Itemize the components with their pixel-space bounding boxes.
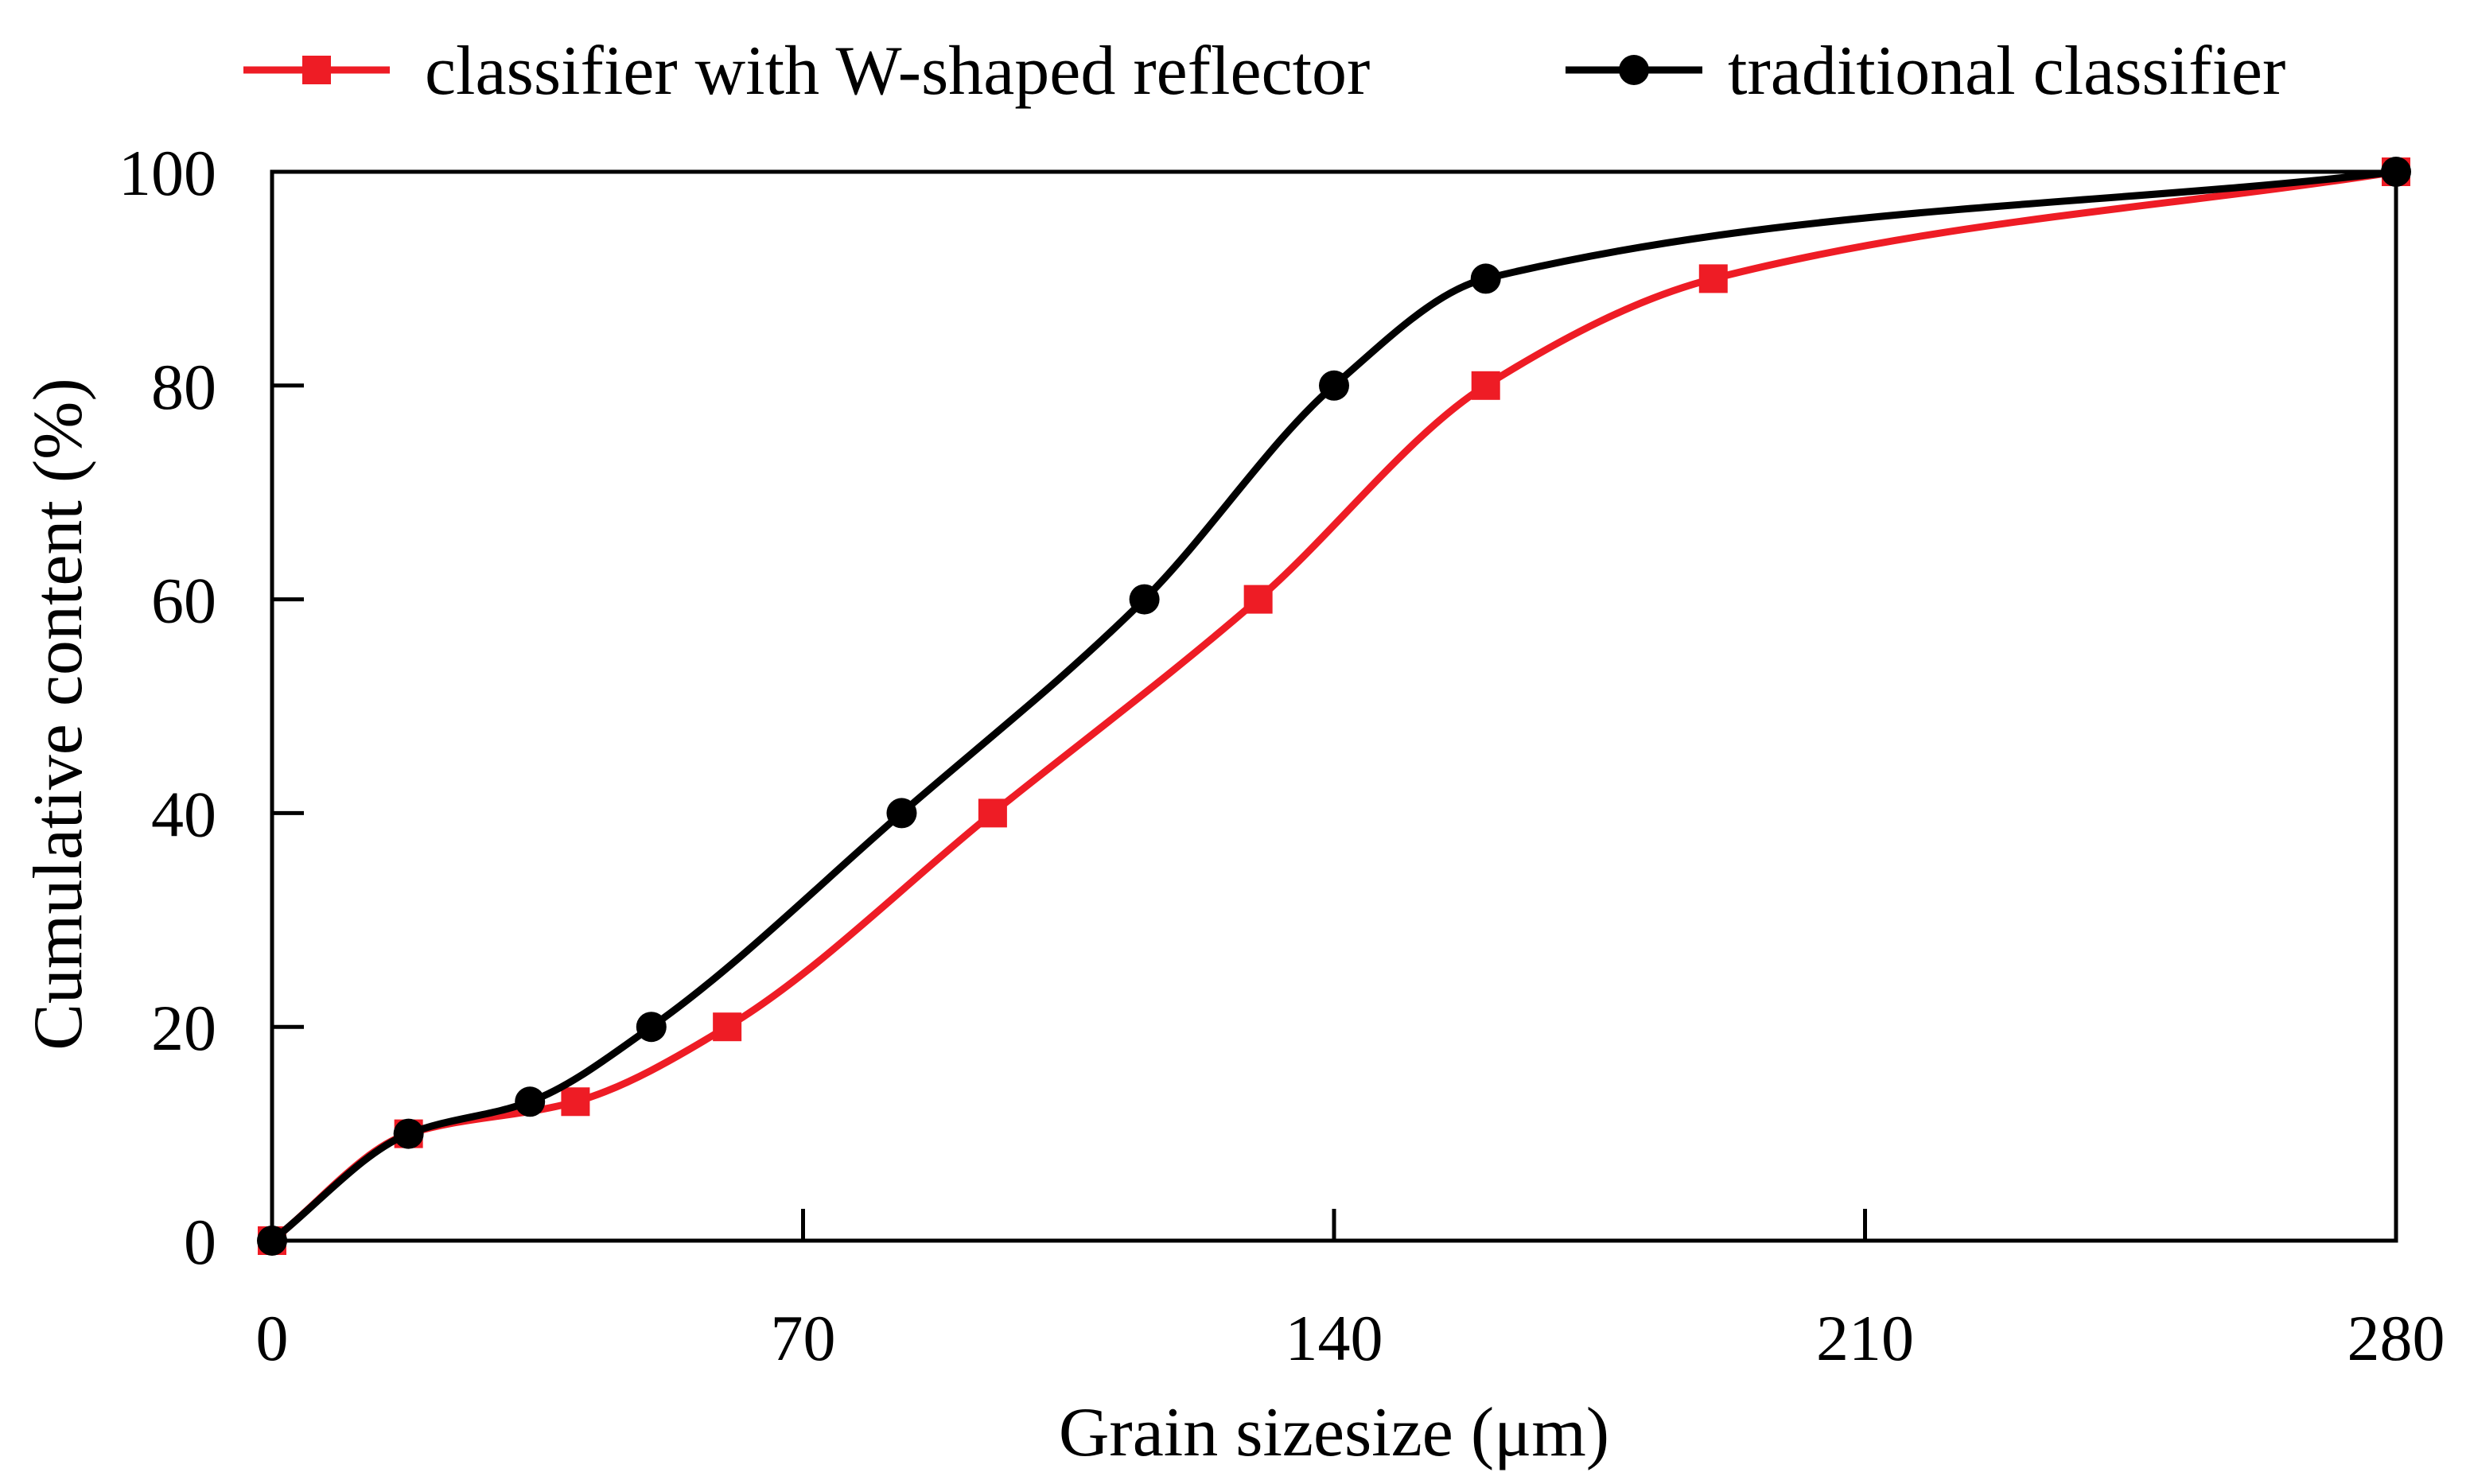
data-point xyxy=(886,798,917,829)
data-point xyxy=(1319,370,1349,401)
legend-marker xyxy=(1619,55,1649,85)
y-tick-label: 40 xyxy=(151,778,216,850)
data-point xyxy=(1243,585,1273,614)
y-tick-label: 20 xyxy=(151,992,216,1064)
data-point xyxy=(393,1118,424,1149)
data-point xyxy=(1698,264,1728,293)
series-line xyxy=(268,168,2400,1245)
y-tick-label: 0 xyxy=(184,1206,216,1278)
y-axis-title: Cumulative content (%) xyxy=(20,378,97,1051)
axis-ticks: 0 70 140 210 280 0 20 40 60 80 100 xyxy=(119,137,2445,1374)
data-point xyxy=(636,1012,667,1043)
y-tick-label: 60 xyxy=(151,565,216,637)
plot-area-frame xyxy=(270,169,2398,1243)
series-1 xyxy=(257,157,2411,1256)
legend-label: traditional classifier xyxy=(1728,33,2285,110)
x-axis-title: Grain sizesize (μm) xyxy=(1059,1394,1609,1471)
data-point xyxy=(1470,263,1501,294)
x-tick-label: 70 xyxy=(771,1302,836,1374)
legend-entry: classifier with W-shaped reflector xyxy=(243,33,1370,110)
legend-entry: traditional classifier xyxy=(1566,33,2285,110)
series-layer xyxy=(257,157,2411,1256)
series-0 xyxy=(258,157,2410,1255)
data-point xyxy=(978,798,1007,828)
legend: classifier with W-shaped reflector tradit… xyxy=(243,33,2285,110)
data-point xyxy=(561,1087,590,1117)
x-tick-label: 140 xyxy=(1286,1302,1383,1374)
data-point xyxy=(1129,584,1160,615)
x-tick-label: 210 xyxy=(1816,1302,1914,1374)
data-point xyxy=(1471,371,1500,400)
legend-marker xyxy=(302,56,331,84)
data-point xyxy=(515,1086,546,1117)
y-tick-label: 80 xyxy=(151,351,216,423)
series-line xyxy=(268,168,2400,1245)
legend-label: classifier with W-shaped reflector xyxy=(425,33,1370,110)
y-tick-label: 100 xyxy=(119,137,216,209)
x-tick-label: 280 xyxy=(2347,1302,2445,1374)
data-point xyxy=(713,1012,742,1042)
x-tick-label: 0 xyxy=(256,1302,289,1374)
